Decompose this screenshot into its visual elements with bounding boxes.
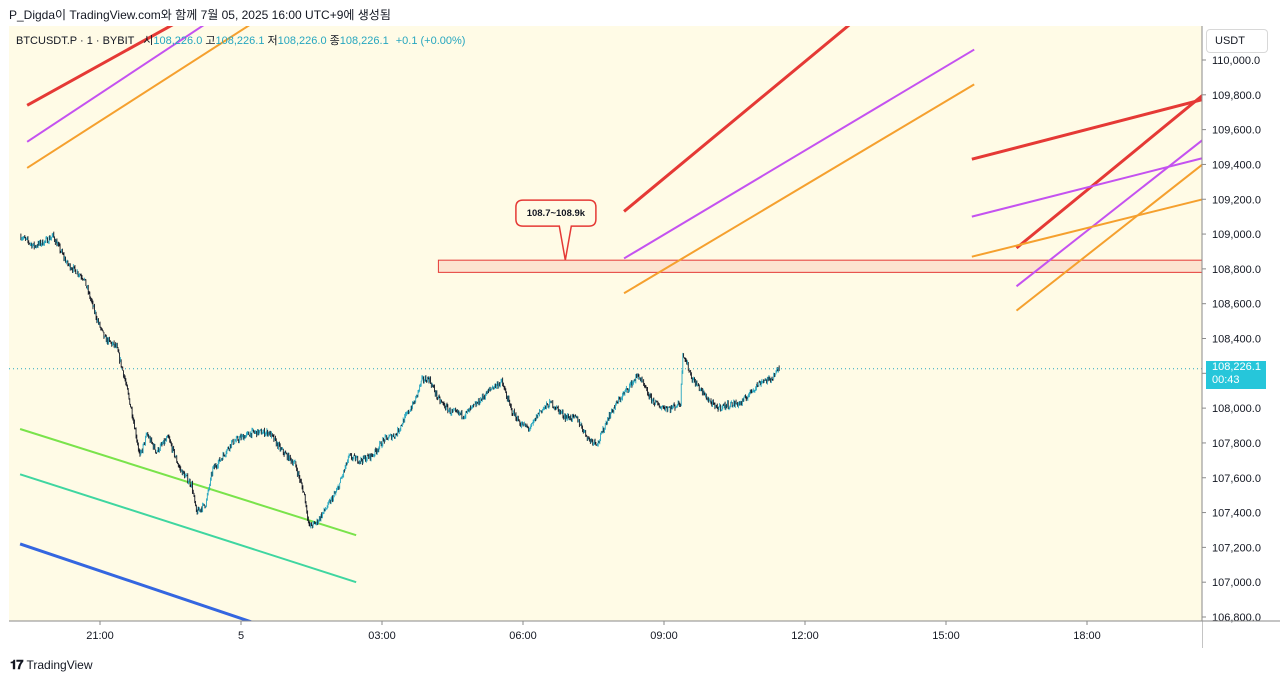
low-value: 108,226.0 [277,35,327,47]
x-tick-label: 12:00 [791,630,819,642]
open-value: 108,226.0 [153,35,203,47]
x-tick-label: 03:00 [368,630,396,642]
open-label: 시 [143,35,154,47]
annotation-text: 108.7~108.9k [527,208,586,219]
high-label: 고 [205,35,216,47]
supply-zone[interactable] [437,259,1204,273]
candles-layer [20,231,780,529]
y-tick-label: 108,600.0 [1212,299,1261,311]
x-tick-label: 18:00 [1073,630,1101,642]
trendline-red-9[interactable] [971,69,1280,161]
trendline-orange-8[interactable] [1015,70,1280,312]
close-value: 108,226.1 [339,35,389,47]
trendline-orange-2[interactable] [26,0,293,169]
y-tick-label: 108,800.0 [1212,264,1261,276]
y-tick-label: 109,600.0 [1212,125,1261,137]
y-tick-label: 110,000.0 [1212,55,1260,67]
price-axis[interactable] [1202,26,1280,621]
drawing-layer[interactable] [19,0,1280,624]
y-tick-label: 107,200.0 [1212,542,1261,554]
x-tick-label: 15:00 [932,630,960,642]
tradingview-logo-icon: 𝟏𝟕 [10,657,24,672]
y-tick-label: 106,800.0 [1212,612,1261,624]
current-price-value: 108,226.1 [1212,361,1261,373]
y-tick-label: 108,400.0 [1212,334,1261,346]
y-tick-label: 107,000.0 [1212,577,1261,589]
trendline-red-3[interactable] [623,0,883,213]
y-tick-label: 107,800.0 [1212,438,1261,450]
trendline-violet-4[interactable] [623,48,975,260]
y-tick-label: 107,400.0 [1212,508,1261,520]
trendline-blue-14[interactable] [19,542,257,624]
y-tick-label: 108,000.0 [1212,403,1261,415]
x-tick-label: 09:00 [650,630,678,642]
x-tick-label: 06:00 [509,630,537,642]
currency-selector[interactable]: USDT [1207,30,1267,52]
trendline-teal-13[interactable] [19,473,357,584]
y-tick-label: 109,400.0 [1212,159,1261,171]
symbol-label[interactable]: BTCUSDT.P · 1 · BYBIT [16,35,135,47]
trendline-violet-10[interactable] [971,128,1280,218]
x-axis-labels: 21:00 5 03:00 06:00 09:00 12:00 15:00 18:00 [86,621,1101,642]
bar-countdown: 00:43 [1212,374,1240,386]
price-annotation[interactable]: 108.7~108.9k [515,199,597,261]
trendline-violet-1[interactable] [26,0,246,143]
trendline-orange-11[interactable] [971,170,1280,258]
annotation-bubble [515,199,597,261]
x-tick-label: 21:00 [86,630,114,642]
plot-background [9,26,1202,621]
trendline-orange-5[interactable] [623,83,975,295]
close-label: 종 [329,35,340,47]
high-value: 108,226.1 [215,35,265,47]
time-axis[interactable] [9,621,1202,648]
snapshot-header: P_Digda이 TradingView.com와 함께 7월 05, 2025… [0,0,1280,26]
y-tick-label: 107,600.0 [1212,473,1261,485]
change-value: +0.1 (+0.00%) [395,35,466,47]
currency-label: USDT [1215,35,1245,47]
x-tick-label: 5 [238,630,244,642]
trendline-red-6[interactable] [1015,0,1280,250]
snapshot-title: P_Digda이 TradingView.com와 함께 7월 05, 2025… [9,8,391,22]
brand-name: TradingView [26,658,93,672]
y-tick-label: 109,200.0 [1212,194,1261,206]
y-tick-label: 109,800.0 [1212,90,1261,102]
low-label: 저 [267,35,278,47]
current-price-badge: 108,226.1 00:43 [1206,361,1266,389]
y-tick-label: 109,000.0 [1212,229,1261,241]
tradingview-brand[interactable]: 𝟏𝟕 TradingView [10,657,93,673]
trendline-red-0[interactable] [26,0,222,107]
ohlc-legend[interactable]: BTCUSDT.P · 1 · BYBIT 시108,226.0 고108,22… [16,32,465,48]
